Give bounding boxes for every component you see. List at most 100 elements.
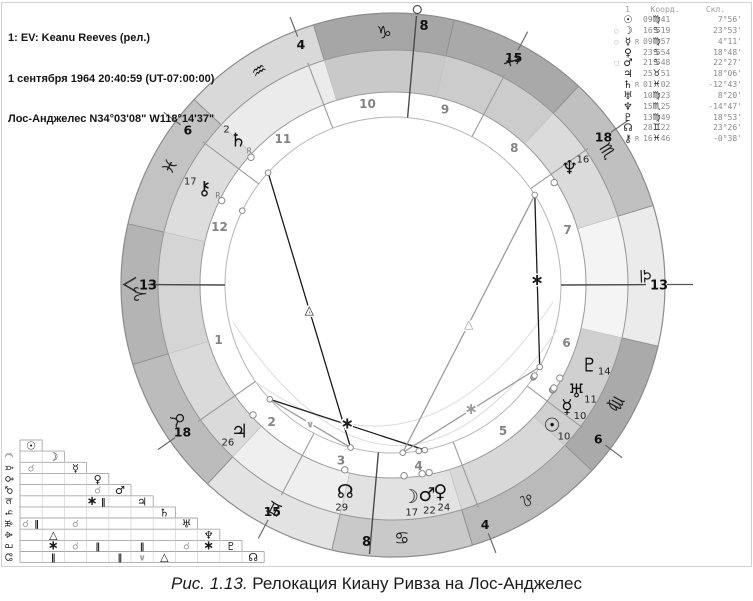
zodiac-band-capricorn <box>313 13 455 61</box>
grid-diagonal-4: ♂ <box>115 484 125 497</box>
chart-title: 1: EV: Keanu Reeves (рел.) <box>8 32 151 44</box>
wheel-circle-2 <box>199 91 587 479</box>
retrograde-mark: R <box>635 37 640 46</box>
planet-marker-pluto <box>556 374 564 382</box>
planet-ring-taurus <box>168 341 262 457</box>
cusp-degree-label-11: 4 <box>297 37 306 52</box>
planet-glyph-node: ☊ <box>337 481 354 503</box>
grid-row-label-8: ♆ <box>5 530 16 539</box>
planet-marker-moon <box>399 449 407 457</box>
cusp-degree-label-12: 6 <box>183 122 192 137</box>
cusp-degree-label-6: 6 <box>594 432 603 447</box>
grid-row-label-6: ♄ <box>5 508 16 517</box>
declination-value: 23°53' <box>713 25 742 35</box>
cusp-degree-label-9: 15 <box>505 50 522 65</box>
sign-boundary-inner <box>524 112 554 145</box>
planet-glyph-sun: ☉ <box>543 415 560 437</box>
cusp-tick-12 <box>163 111 181 126</box>
retrograde-mark: R <box>635 81 640 90</box>
planet-marker-saturn <box>264 169 272 176</box>
aspect-grid-cell-5-3: ∗ <box>87 494 98 509</box>
planet-marker-neptune <box>550 178 558 187</box>
planet-table-row-mars: □ ♂ 21♋48 22°27' <box>612 58 744 69</box>
house-cusp-line-3 <box>280 433 315 496</box>
planet-glyph-saturn: ♄ <box>623 79 633 92</box>
planet-glyph-saturn: ♄ <box>230 130 247 152</box>
zodiac-band-aries <box>121 223 169 365</box>
sign-boundary-inner <box>533 416 566 446</box>
declination-value: 4°11' <box>717 36 742 46</box>
ic-degree-label: 8 <box>362 535 371 550</box>
sign-boundary <box>564 444 593 471</box>
zodiac-glyph-capricorn: ♑ <box>376 23 392 44</box>
coord-value: 23♋54 <box>643 47 671 58</box>
planet-degree-moon: 17 <box>405 508 418 519</box>
grid-row-label-9: ♇ <box>5 541 16 550</box>
aspect-symbol-jupiter-venus: ∗ <box>341 414 354 433</box>
planet-glyph-mercury: ☿ <box>624 35 632 48</box>
sign-boundary <box>193 99 222 126</box>
planet-degree-node: 29 <box>335 503 348 514</box>
house-number-5: 5 <box>499 424 507 438</box>
grid-row-label-3: ♀ <box>5 475 16 482</box>
house-number-3: 3 <box>337 454 345 468</box>
planet-table-row-uranus: ♅ 10♍23 8°20' <box>612 91 744 102</box>
planet-degree-uranus: 11 <box>584 395 597 406</box>
chart-header: 1: EV: Keanu Reeves (рел.) 1 сентября 19… <box>8 5 214 154</box>
house-number-7: 7 <box>563 223 571 237</box>
planet-degree-venus: 24 <box>438 503 451 514</box>
cusp-tick-9 <box>517 31 529 51</box>
aspect-grid-cell-9-2: ☌ <box>72 541 79 552</box>
zodiac-band-gemini <box>207 456 341 550</box>
cusp-tick-6 <box>605 444 623 459</box>
cusp-degree-label-5: 4 <box>481 517 490 532</box>
zodiac-band-sagittarius <box>445 20 579 114</box>
aspect-grid-cell-5-3: ∥ <box>101 498 106 508</box>
planet-glyph-mars: ♂ <box>623 57 633 70</box>
cusp-tick-11 <box>289 16 299 37</box>
house-cusp-line-6 <box>526 385 584 429</box>
coord-sign-glyph: ♍ <box>652 112 661 123</box>
planet-ring-sagittarius <box>436 56 554 144</box>
planet-degree-pluto: 14 <box>598 366 611 377</box>
planet-ring-pisces <box>164 124 252 242</box>
mc-circle-icon <box>412 4 422 15</box>
planet-ring-aquarius <box>221 60 337 154</box>
aspect-grid-cell-7-0: ☌ <box>22 519 29 530</box>
figure-title: Релокация Киану Ривза на Лос-Анджелес <box>247 574 582 593</box>
planet-table-row-venus: ♀ 23♋54 18°48' <box>612 47 744 59</box>
sign-boundary <box>331 513 341 551</box>
aspect-symbol-neptune-moon: △ <box>464 317 474 331</box>
coord-value: 28♊22 <box>643 123 671 134</box>
planet-table-row-sun: ☉ 09♍41 7°56' <box>612 15 744 26</box>
planet-ring-gemini <box>232 426 350 514</box>
aspect-line-jupiter-node <box>269 398 351 449</box>
grid-diagonal-2: ☿ <box>72 462 79 475</box>
zodiac-band-pisces <box>128 99 222 233</box>
table-col-decl: Скл. <box>705 5 726 14</box>
planet-glyph-chiron: ⚷ <box>197 178 211 200</box>
coord-value: 16♓46 <box>643 134 671 145</box>
coord-sign-glyph: ♋ <box>652 58 661 69</box>
grid-diagonal-10: ☊ <box>248 551 258 564</box>
row-prefix-mark: □ <box>614 59 619 68</box>
row-prefix-mark: ○ <box>614 37 619 46</box>
declination-value: -0°38' <box>713 134 742 144</box>
grid-row-label-4: ♂ <box>5 486 16 495</box>
house-cusp-line-9 <box>471 74 506 137</box>
retrograde-mark: R <box>635 135 640 144</box>
aspect-grid-cell-10-6: △ <box>160 551 169 564</box>
coord-sign-glyph: ♋ <box>652 47 661 58</box>
cusp-degree-label-8: 18 <box>595 130 612 145</box>
asc-degree-label: 13 <box>139 279 157 294</box>
planet-glyph-pluto: ♇ <box>623 111 633 124</box>
planet-marker-uranus <box>531 372 538 379</box>
coord-sign-glyph: ♓ <box>652 134 661 145</box>
house-cusp-line-8 <box>530 148 589 190</box>
planet-table-row-node: ☊ 28♊22 23°26' <box>612 123 744 134</box>
planet-ring-scorpio <box>524 113 618 229</box>
figure-caption: Рис. 1.13. Релокация Киану Ривза на Лос-… <box>0 574 753 594</box>
aspect-grid-cell-9-3: ∥ <box>95 542 100 552</box>
cusp-tick-8 <box>610 119 629 133</box>
